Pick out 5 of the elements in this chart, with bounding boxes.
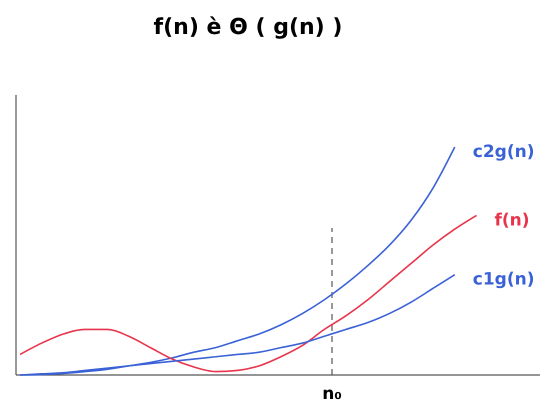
series-label: f(n) (494, 210, 530, 230)
text: n₀ (322, 384, 342, 404)
series-label: c1g(n) (472, 270, 534, 290)
series-label: c2g(n) (472, 142, 534, 162)
chart-title: f(n) è Θ ( g(n) ) (154, 15, 342, 40)
